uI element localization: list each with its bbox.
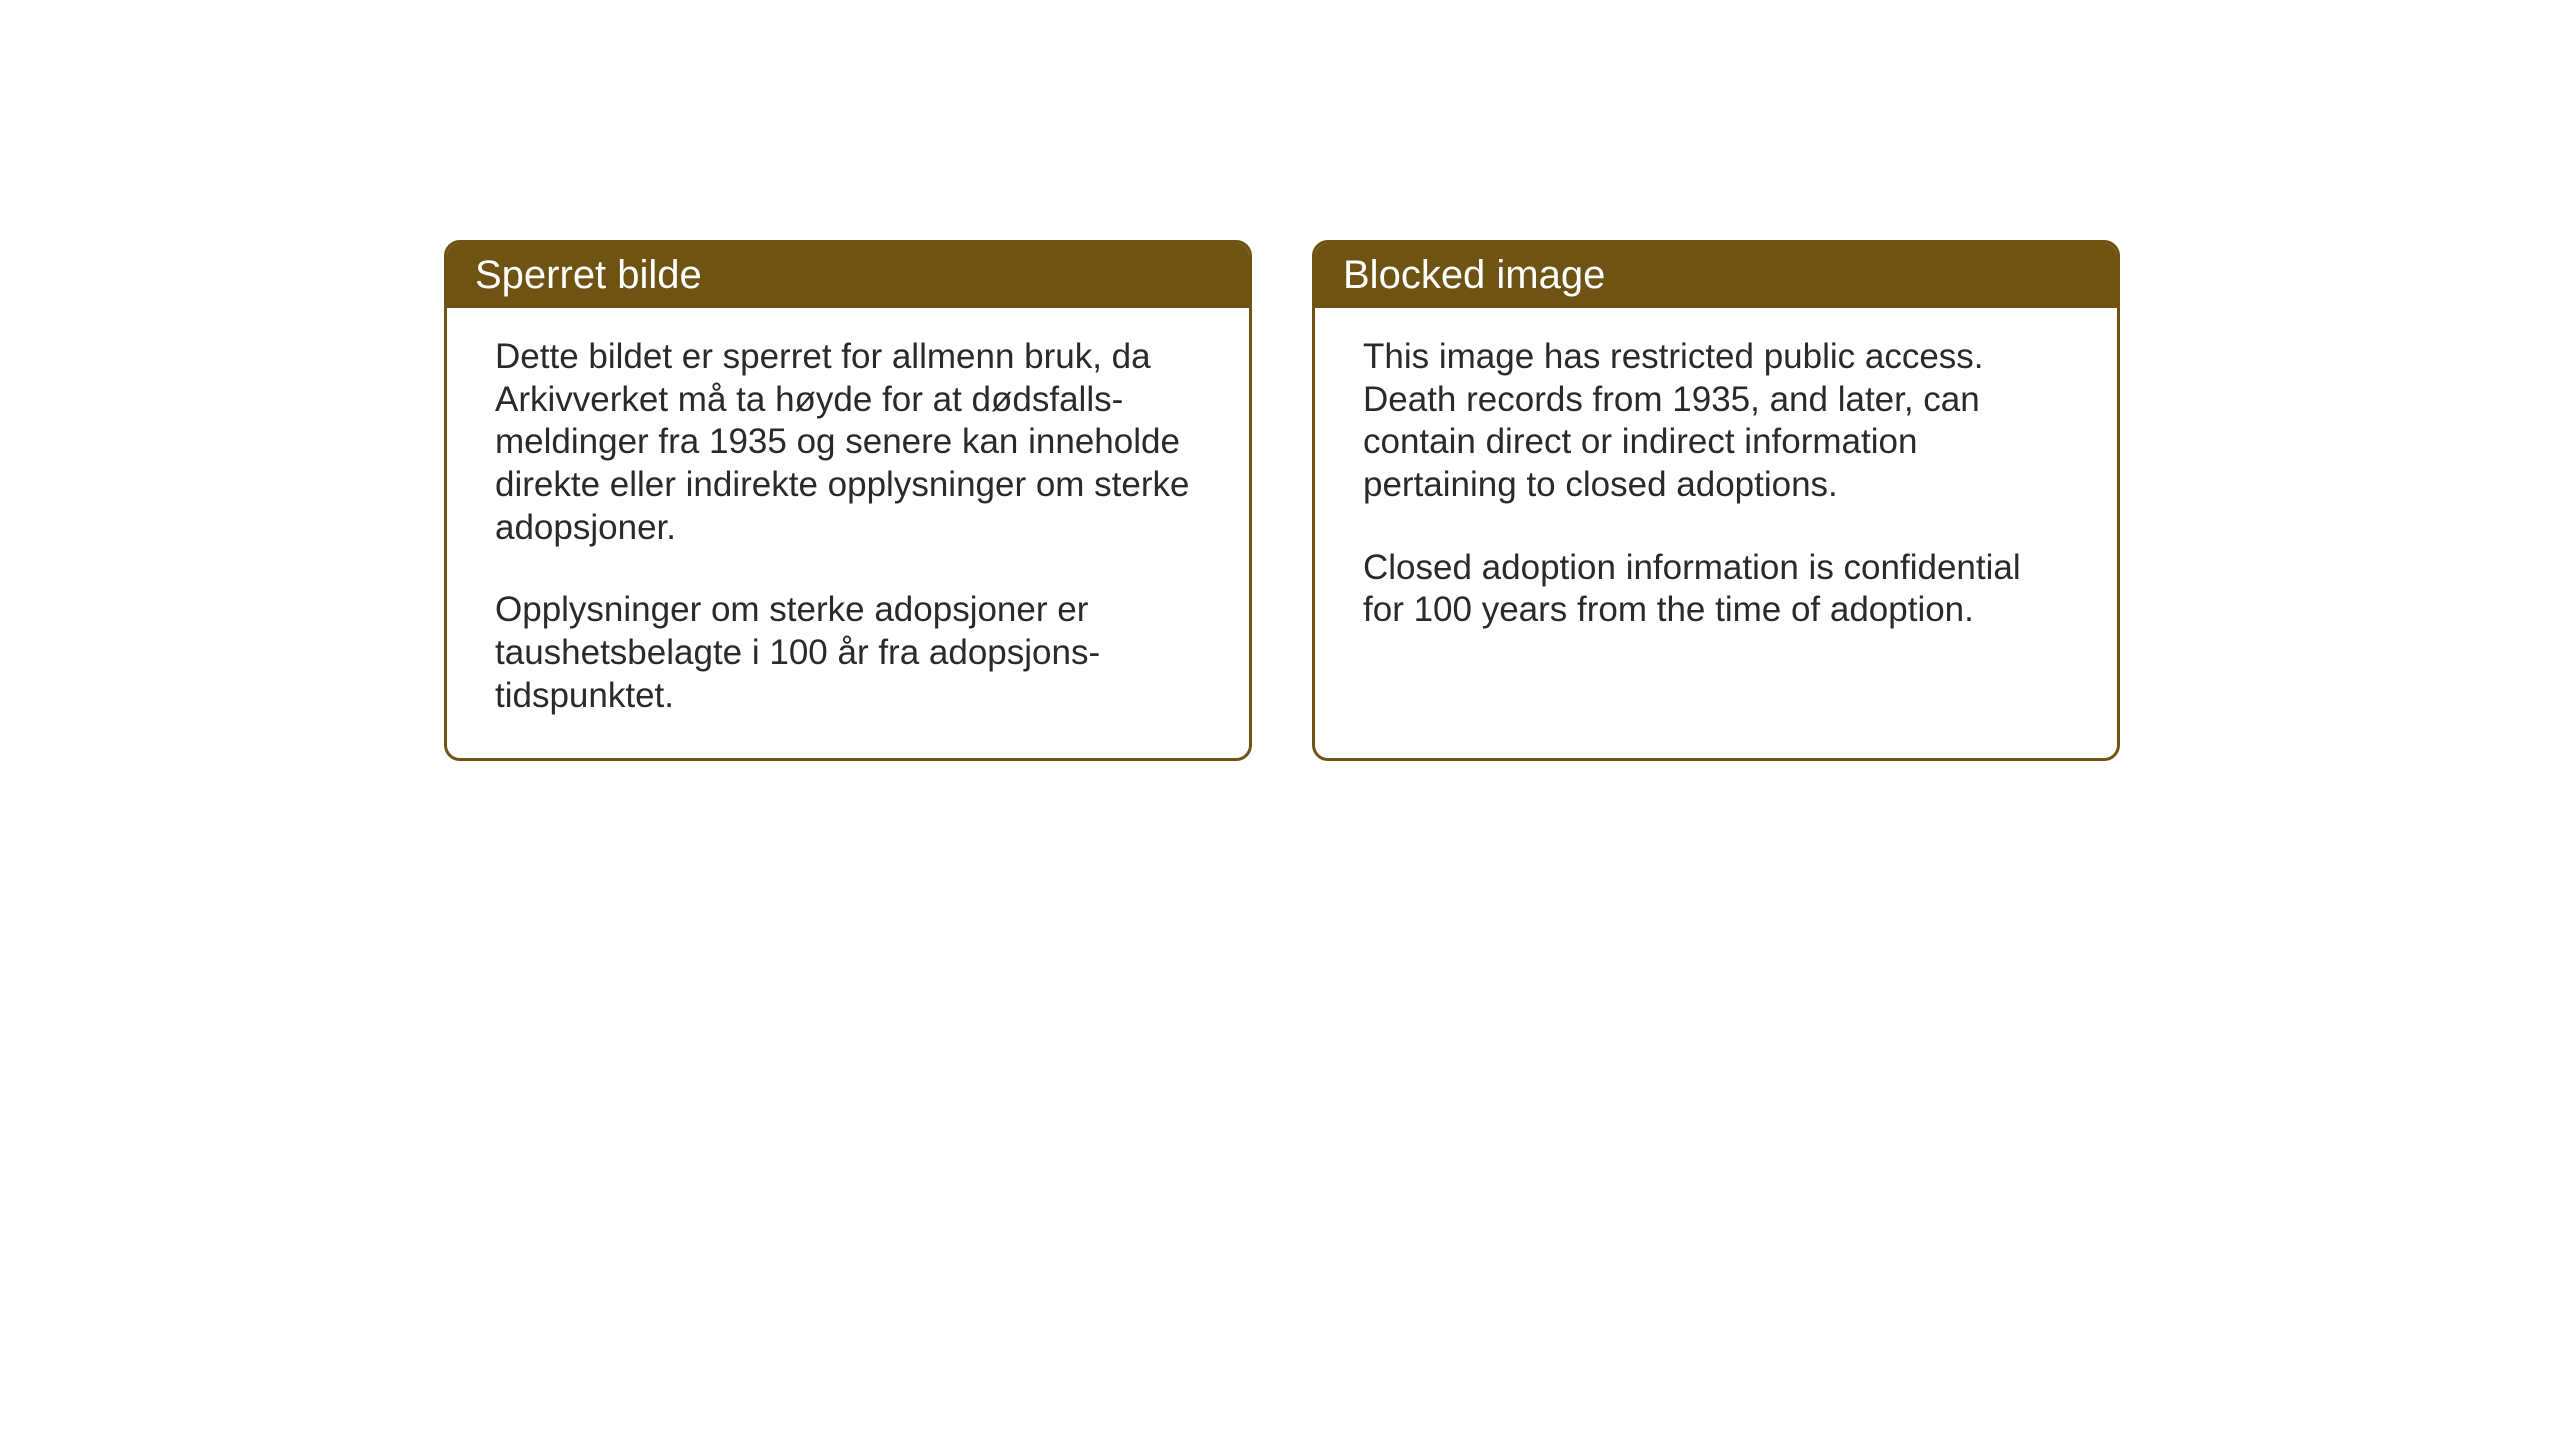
notice-body-norwegian: Dette bildet er sperret for allmenn bruk… [447, 308, 1249, 758]
notice-container: Sperret bilde Dette bildet er sperret fo… [444, 240, 2120, 761]
notice-body-english: This image has restricted public access.… [1315, 308, 2117, 672]
notice-paragraph-1-norwegian: Dette bildet er sperret for allmenn bruk… [495, 336, 1201, 549]
notice-paragraph-1-english: This image has restricted public access.… [1363, 336, 2069, 507]
notice-header-english: Blocked image [1315, 243, 2117, 308]
notice-paragraph-2-norwegian: Opplysninger om sterke adopsjoner er tau… [495, 589, 1201, 717]
notice-paragraph-2-english: Closed adoption information is confident… [1363, 547, 2069, 632]
notice-header-norwegian: Sperret bilde [447, 243, 1249, 308]
notice-box-english: Blocked image This image has restricted … [1312, 240, 2120, 761]
notice-box-norwegian: Sperret bilde Dette bildet er sperret fo… [444, 240, 1252, 761]
